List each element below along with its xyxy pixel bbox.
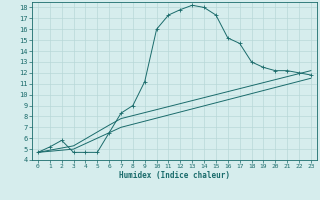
X-axis label: Humidex (Indice chaleur): Humidex (Indice chaleur) <box>119 171 230 180</box>
